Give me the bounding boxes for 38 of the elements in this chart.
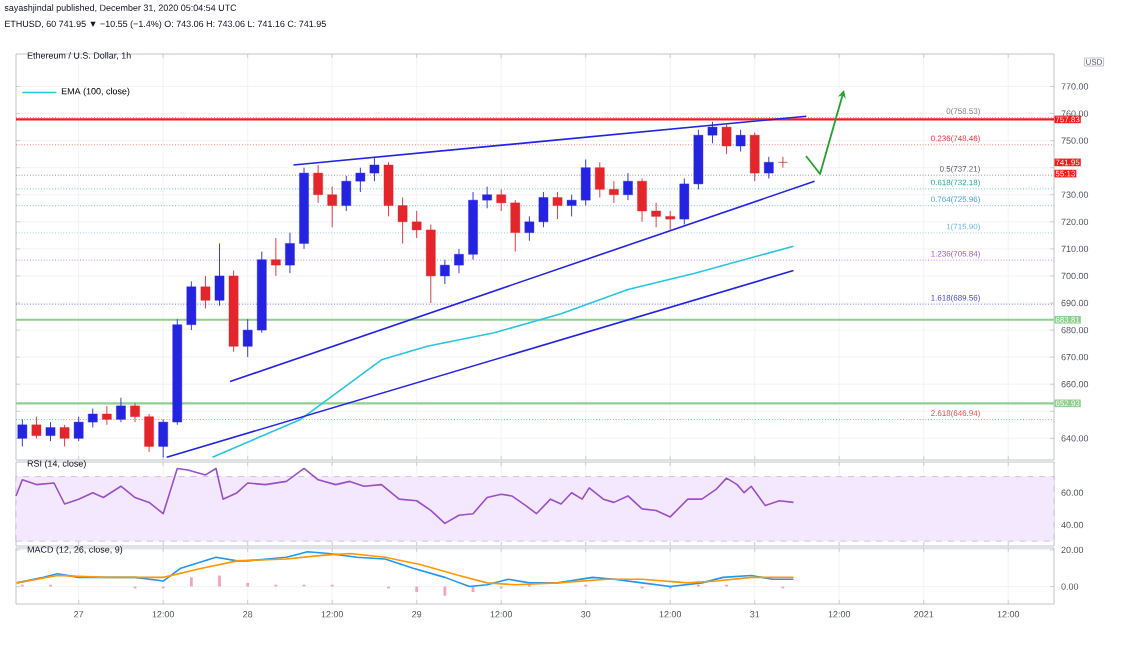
candlestick: [130, 402, 140, 423]
candlestick: [87, 408, 98, 428]
candlestick: [271, 237, 281, 277]
candlestick: [45, 421, 56, 442]
candlestick: [623, 172, 633, 201]
candlestick: [214, 243, 225, 307]
candlestick: [735, 129, 746, 152]
candlestick: [327, 186, 337, 228]
candlestick: [637, 178, 647, 223]
candlestick: [764, 156, 774, 179]
candlestick: [285, 232, 295, 274]
candlestick: [778, 156, 788, 169]
candlestick: [31, 416, 42, 439]
candlestick: [426, 224, 436, 304]
candlestick: [186, 280, 197, 331]
candlestick: [440, 259, 450, 285]
candlestick: [242, 318, 253, 358]
candlestick: [665, 210, 675, 231]
candlestick: [552, 191, 563, 220]
candlestick: [496, 188, 506, 212]
candlestick: [144, 413, 154, 453]
candlestick: [454, 248, 464, 274]
candlestick: [482, 186, 492, 209]
candlestick: [102, 405, 112, 426]
candlestick: [200, 275, 211, 309]
candlestick: [651, 202, 661, 228]
candlestick: [17, 418, 28, 447]
candlestick: [749, 132, 760, 182]
candlestick: [510, 199, 521, 253]
candlestick: [73, 416, 84, 442]
candlestick: [59, 424, 70, 447]
candlestick: [116, 397, 126, 423]
line-series: [211, 245, 795, 459]
candlestick: [313, 164, 323, 204]
line-series: [15, 467, 795, 525]
candlestick: [609, 180, 619, 204]
candlestick: [595, 161, 605, 198]
candlestick: [721, 123, 732, 155]
